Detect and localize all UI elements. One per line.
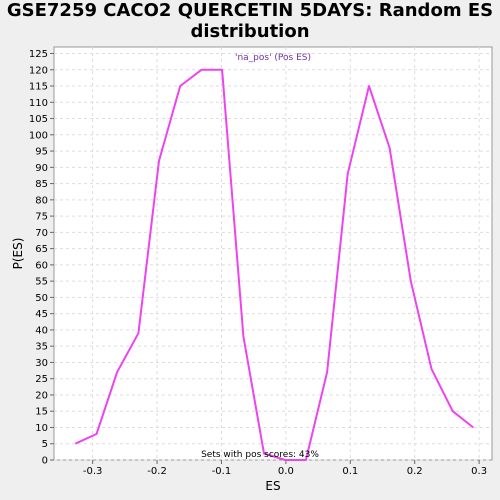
y-tick-label: 20 [35, 390, 48, 401]
series-line-na_pos [74, 68, 474, 461]
x-axis-label: ES [265, 479, 280, 493]
y-tick-label: 60 [35, 260, 48, 271]
y-tick-label: 95 [35, 147, 48, 158]
plot-area [53, 46, 493, 461]
y-tick-label: 90 [35, 163, 48, 174]
series-group [74, 68, 474, 461]
y-tick-label: 120 [29, 65, 48, 76]
chart-title-line-2: distribution [190, 21, 310, 42]
y-tick-label: 30 [35, 358, 48, 369]
annotation-text: Sets with pos scores: 43% [201, 450, 319, 460]
x-tick-label: 0.2 [407, 466, 423, 477]
y-tick-label: 115 [29, 82, 48, 93]
y-tick-label: 65 [35, 244, 48, 255]
y-tick-label: 125 [29, 49, 48, 60]
chart-title-line-1: GSE7259 CACO2 QUERCETIN 5DAYS: Random ES [6, 0, 494, 21]
y-tick-label: 80 [35, 195, 48, 206]
y-tick-label: 55 [35, 277, 48, 288]
y-tick-label: 0 [42, 456, 48, 467]
x-tick-label: 0.3 [471, 466, 487, 477]
y-tick-label: 70 [35, 228, 48, 239]
x-tick-label: -0.1 [212, 466, 232, 477]
y-tick-label: 110 [29, 98, 48, 109]
x-tick-label: -0.2 [147, 466, 167, 477]
y-tick-label: 10 [35, 423, 48, 434]
axes: 0 5 10 15 20 25 30 35 40 45 50 55 60 65 70 75 80 85 90 95 10… [29, 49, 487, 477]
y-tick-label: 105 [29, 114, 48, 125]
y-tick-label: 100 [29, 130, 48, 141]
x-tick-label: 0.1 [342, 466, 358, 477]
y-tick-label: 35 [35, 342, 48, 353]
legend-label: 'na_pos' (Pos ES) [235, 53, 311, 63]
chart-title: GSE7259 CACO2 QUERCETIN 5DAYS: Random ES… [0, 0, 500, 42]
y-tick-label: 15 [35, 407, 48, 418]
y-tick-label: 5 [42, 439, 48, 450]
y-tick-label: 75 [35, 212, 48, 223]
y-tick-label: 25 [35, 374, 48, 385]
x-tick-label: 0.0 [278, 466, 294, 477]
y-tick-label: 40 [35, 325, 48, 336]
grid-lines [54, 47, 492, 461]
x-tick-label: -0.3 [83, 466, 103, 477]
y-tick-label: 50 [35, 293, 48, 304]
y-axis-label: P(ES) [11, 238, 25, 270]
y-tick-label: 85 [35, 179, 48, 190]
y-tick-label: 45 [35, 309, 48, 320]
